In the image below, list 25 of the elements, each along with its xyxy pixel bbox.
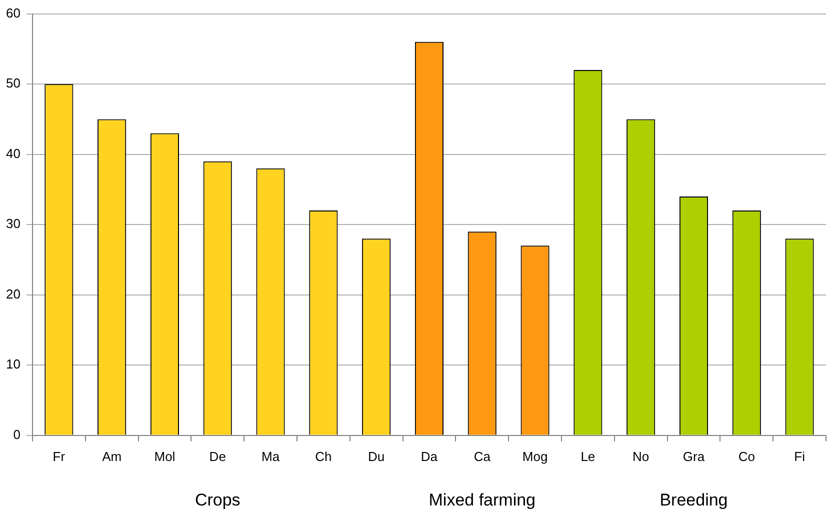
y-tick-label: 40 bbox=[6, 146, 20, 161]
y-tick-label: 20 bbox=[6, 286, 20, 302]
x-tick-label: Da bbox=[420, 448, 438, 464]
y-tick-label: 0 bbox=[13, 426, 20, 442]
x-tick-label: Am bbox=[102, 448, 122, 464]
text: Mixed farming bbox=[428, 490, 536, 510]
text: Crops bbox=[194, 490, 240, 510]
x-tick-label: De bbox=[209, 448, 226, 464]
y-tick-label: 60 bbox=[6, 5, 20, 20]
x-tick-label: Gra bbox=[682, 448, 706, 464]
y-tick-label: 10 bbox=[6, 356, 20, 372]
text: Breeding bbox=[660, 490, 728, 510]
x-tick-label: Mol bbox=[154, 448, 176, 464]
x-tick-label: Co bbox=[738, 448, 755, 464]
x-tick-label: Ch bbox=[315, 448, 332, 464]
x-tick-label: Fi bbox=[794, 448, 806, 464]
x-tick-label: Fr bbox=[52, 448, 66, 464]
y-tick-label: 50 bbox=[6, 76, 20, 91]
x-tick-label: Ca bbox=[474, 448, 492, 464]
y-tick-label: 30 bbox=[6, 216, 20, 232]
x-tick-label: Le bbox=[580, 448, 596, 464]
x-tick-label: Ma bbox=[261, 448, 280, 464]
x-tick-label: Du bbox=[368, 448, 385, 464]
x-tick-label: Mog bbox=[522, 448, 548, 464]
x-tick-label: No bbox=[632, 448, 650, 464]
